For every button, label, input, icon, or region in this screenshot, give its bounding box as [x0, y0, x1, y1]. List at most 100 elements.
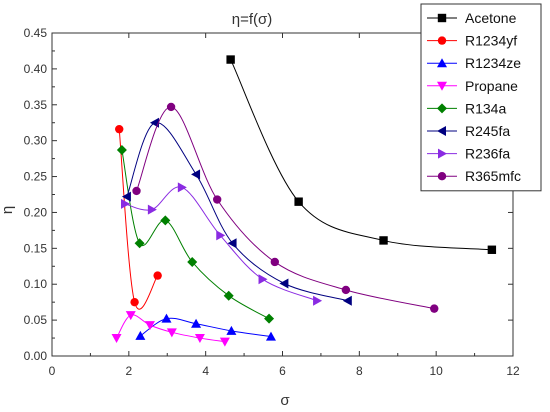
legend-item: Propane — [427, 78, 518, 94]
y-tick-label: 0.20 — [24, 205, 48, 219]
x-tick-label: 6 — [279, 364, 286, 378]
plot-area: 0 2 4 6 8 10 12 0.00 0.05 0.10 0.15 0.20 0.25 0.30 0.3… — [24, 26, 520, 378]
series-acetone — [226, 55, 497, 254]
series-propane — [111, 311, 230, 347]
y-tick-label: 0.10 — [24, 277, 48, 291]
data-point — [177, 182, 187, 193]
data-point — [187, 256, 198, 267]
x-tick-label: 8 — [356, 364, 363, 378]
data-point — [265, 331, 276, 341]
data-point — [430, 304, 439, 313]
data-point — [130, 297, 139, 307]
legend-box — [420, 3, 542, 192]
data-point — [194, 334, 205, 344]
data-point — [313, 295, 323, 306]
y-tick-label: 0.45 — [24, 26, 48, 40]
series-line — [118, 129, 159, 310]
legend-item: Acetone — [427, 10, 517, 26]
data-point — [227, 238, 237, 249]
legend-label: R1234ze — [465, 55, 521, 71]
data-point — [264, 313, 275, 324]
y-tick-label: 0.15 — [24, 241, 48, 255]
data-point — [116, 144, 127, 155]
x-tick-label: 12 — [506, 364, 520, 378]
data-point — [160, 215, 171, 226]
data-point — [226, 325, 237, 335]
data-point — [270, 257, 280, 267]
data-point — [111, 334, 122, 344]
data-point — [153, 271, 162, 280]
x-axis-label: σ — [280, 392, 290, 409]
data-point — [125, 311, 136, 321]
x-tick-label: 2 — [125, 364, 132, 378]
legend-label: R134a — [465, 100, 506, 116]
legend-item: R1234yf — [427, 33, 517, 49]
y-tick-label: 0.35 — [24, 98, 48, 112]
legend-marker — [438, 148, 447, 159]
data-point — [226, 55, 235, 64]
data-point — [149, 117, 159, 128]
legend-label: R236fa — [465, 146, 510, 162]
legend-marker — [437, 172, 447, 181]
series-r1234ze — [135, 313, 276, 341]
data-point — [279, 278, 289, 289]
x-tick-label: 0 — [49, 364, 56, 378]
data-point — [166, 328, 177, 338]
series-line — [126, 122, 348, 302]
y-tick-label: 0.40 — [24, 62, 48, 76]
data-point — [134, 238, 145, 249]
data-point — [223, 290, 234, 301]
series-r245fa — [121, 117, 352, 306]
y-tick-label: 0.25 — [24, 170, 48, 184]
legend-label: Propane — [465, 78, 518, 94]
legend-label: R245fa — [465, 123, 510, 139]
x-tick-label: 4 — [202, 364, 209, 378]
legend: Acetone R1234yf R1234ze Propane R134a R245fa R… — [420, 3, 542, 192]
y-tick-label: 0.00 — [24, 349, 48, 363]
legend-marker — [437, 81, 447, 91]
legend-label: R1234yf — [465, 33, 517, 49]
series-line — [140, 317, 272, 338]
data-point — [132, 186, 141, 196]
data-point — [144, 321, 155, 331]
legend-item: R236fa — [427, 146, 510, 162]
data-point — [216, 230, 226, 241]
data-point — [121, 191, 131, 202]
legend-item: R365mfc — [427, 168, 521, 184]
data-point — [191, 169, 201, 180]
data-point — [487, 245, 497, 254]
series-line — [230, 59, 492, 251]
series-r365mfc — [132, 102, 439, 313]
legend-label: R365mfc — [465, 168, 521, 184]
legend-label: Acetone — [465, 10, 517, 26]
data-point — [258, 274, 268, 285]
data-point — [191, 318, 202, 328]
legend-marker — [437, 58, 447, 68]
data-point — [379, 236, 388, 245]
series-r236fa — [120, 182, 323, 306]
data-point — [147, 204, 157, 215]
legend-marker — [437, 103, 447, 114]
y-axis-label: η — [0, 206, 16, 214]
legend-marker — [437, 13, 447, 23]
legend-item: R245fa — [427, 123, 510, 139]
y-tick-label: 0.30 — [24, 134, 48, 148]
series-r134a — [116, 144, 275, 324]
data-point — [219, 337, 230, 347]
data-point — [341, 285, 351, 295]
chart-title: η=f(σ) — [232, 11, 273, 28]
data-point — [294, 197, 303, 206]
x-tick-label: 10 — [429, 364, 443, 378]
legend-item: R134a — [427, 100, 506, 116]
data-point — [166, 102, 176, 112]
data-point — [161, 313, 172, 323]
legend-item: R1234ze — [427, 55, 521, 71]
series-line — [136, 106, 435, 310]
y-tick-label: 0.05 — [24, 313, 48, 327]
data-point — [115, 124, 124, 134]
series-r1234yf — [115, 124, 162, 310]
legend-marker — [437, 126, 446, 136]
data-point — [135, 330, 146, 340]
data-point — [212, 195, 222, 204]
